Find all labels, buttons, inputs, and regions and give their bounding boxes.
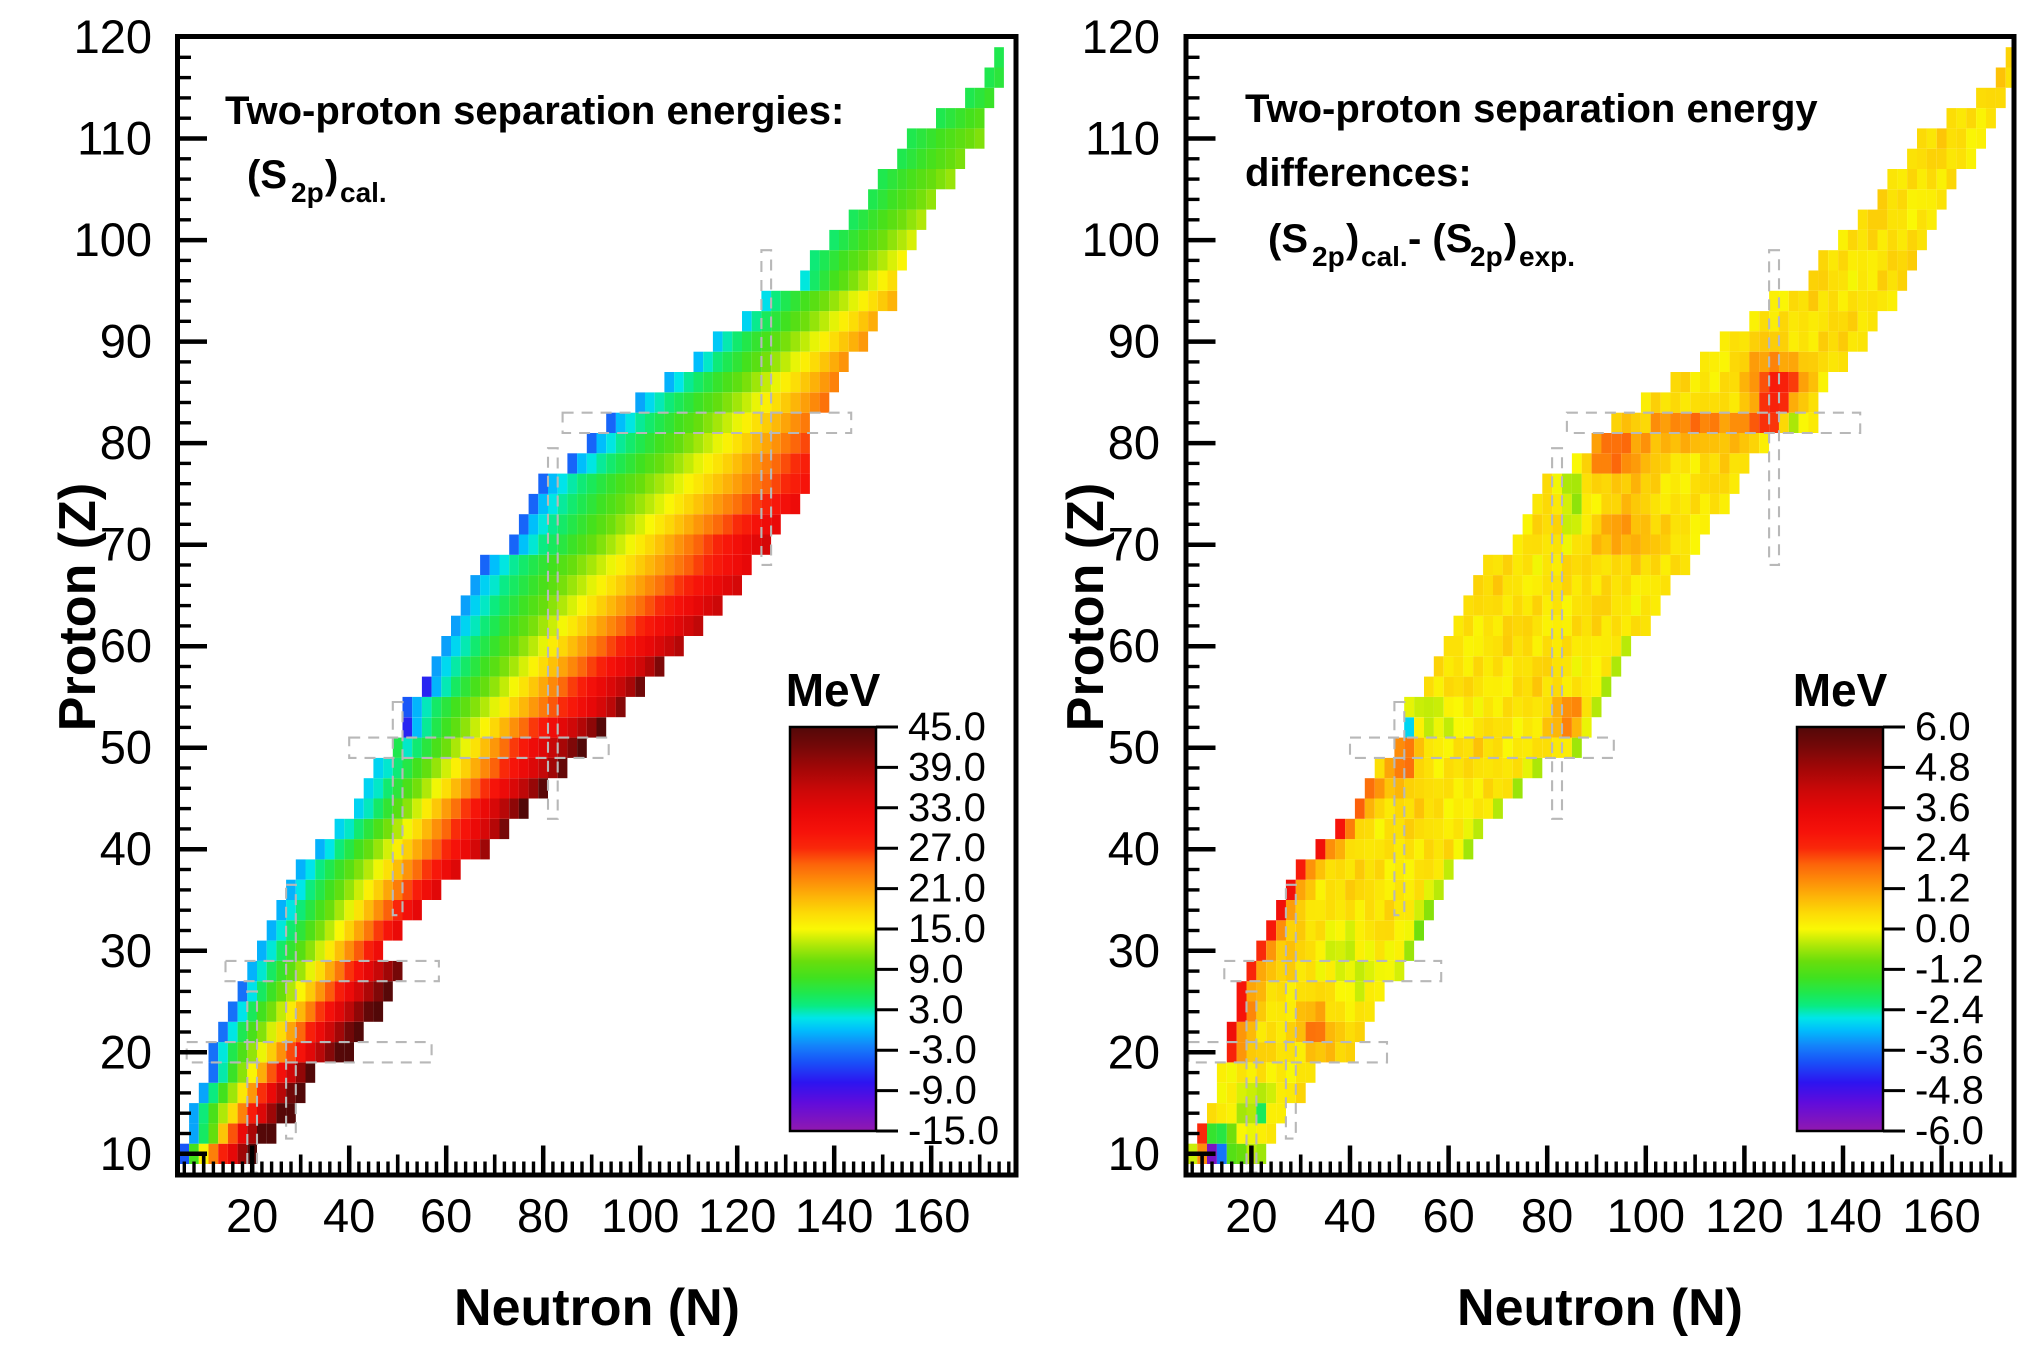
svg-text:100: 100 bbox=[601, 1189, 679, 1242]
svg-text:-2.4: -2.4 bbox=[1915, 988, 1984, 1032]
svg-text:90: 90 bbox=[1108, 315, 1160, 368]
svg-text:differences:: differences: bbox=[1245, 151, 1472, 195]
svg-text:80: 80 bbox=[100, 416, 152, 469]
svg-text:110: 110 bbox=[1085, 112, 1160, 165]
svg-text:140: 140 bbox=[795, 1189, 873, 1242]
svg-text:80: 80 bbox=[1108, 416, 1160, 469]
svg-text:15.0: 15.0 bbox=[908, 907, 986, 951]
svg-text:70: 70 bbox=[1108, 518, 1160, 571]
svg-text:120: 120 bbox=[1705, 1189, 1783, 1242]
svg-text:2p: 2p bbox=[291, 177, 324, 208]
svg-text:-3.0: -3.0 bbox=[908, 1028, 977, 1072]
svg-text:3.0: 3.0 bbox=[908, 988, 964, 1032]
svg-text:60: 60 bbox=[420, 1189, 472, 1242]
svg-text:): ) bbox=[1504, 217, 1517, 261]
svg-text:45.0: 45.0 bbox=[908, 705, 986, 749]
svg-text:cal.: cal. bbox=[340, 177, 387, 208]
svg-text:120: 120 bbox=[698, 1189, 776, 1242]
svg-text:-3.6: -3.6 bbox=[1915, 1028, 1984, 1072]
svg-text:21.0: 21.0 bbox=[908, 867, 986, 911]
svg-text:(S: (S bbox=[1268, 217, 1308, 261]
svg-text:Two-proton separation energy: Two-proton separation energy bbox=[1245, 87, 1818, 131]
svg-text:100: 100 bbox=[1607, 1189, 1685, 1242]
svg-text:2p: 2p bbox=[1312, 241, 1345, 272]
svg-text:60: 60 bbox=[1108, 619, 1160, 672]
svg-text:10: 10 bbox=[100, 1127, 152, 1180]
svg-text:60: 60 bbox=[100, 619, 152, 672]
svg-text:10: 10 bbox=[1108, 1127, 1160, 1180]
svg-text:160: 160 bbox=[1902, 1189, 1980, 1242]
svg-text:Two-proton separation energies: Two-proton separation energies: bbox=[225, 89, 844, 133]
svg-text:20: 20 bbox=[1108, 1025, 1160, 1078]
svg-text:33.0: 33.0 bbox=[908, 786, 986, 830]
svg-text:20: 20 bbox=[100, 1025, 152, 1078]
svg-text:3.6: 3.6 bbox=[1915, 786, 1971, 830]
svg-text:20: 20 bbox=[1225, 1189, 1277, 1242]
svg-text:Proton (Z): Proton (Z) bbox=[49, 483, 107, 731]
svg-text:Neutron (N): Neutron (N) bbox=[454, 1279, 740, 1337]
svg-text:80: 80 bbox=[1521, 1189, 1573, 1242]
svg-text:-9.0: -9.0 bbox=[908, 1069, 977, 1113]
svg-text:30: 30 bbox=[1108, 924, 1160, 977]
svg-text:30: 30 bbox=[100, 924, 152, 977]
svg-text:60: 60 bbox=[1422, 1189, 1474, 1242]
svg-text:-4.8: -4.8 bbox=[1915, 1069, 1984, 1113]
svg-text:50: 50 bbox=[1108, 721, 1160, 774]
svg-text:100: 100 bbox=[74, 213, 152, 266]
svg-text:6.0: 6.0 bbox=[1915, 705, 1971, 749]
svg-text:40: 40 bbox=[100, 822, 152, 875]
svg-text:39.0: 39.0 bbox=[908, 745, 986, 789]
svg-text:70: 70 bbox=[100, 518, 152, 571]
svg-text:MeV: MeV bbox=[786, 664, 881, 716]
svg-text:Neutron (N): Neutron (N) bbox=[1457, 1279, 1743, 1337]
svg-text:40: 40 bbox=[1108, 822, 1160, 875]
svg-text:90: 90 bbox=[100, 315, 152, 368]
svg-text:9.0: 9.0 bbox=[908, 947, 964, 991]
svg-text:cal.: cal. bbox=[1361, 241, 1408, 272]
svg-text:-6.0: -6.0 bbox=[1915, 1109, 1984, 1153]
svg-text:(S: (S bbox=[247, 153, 287, 197]
svg-text:160: 160 bbox=[892, 1189, 970, 1242]
svg-text:1.2: 1.2 bbox=[1915, 867, 1971, 911]
svg-text:100: 100 bbox=[1082, 213, 1160, 266]
svg-text:50: 50 bbox=[100, 721, 152, 774]
svg-text:-1.2: -1.2 bbox=[1915, 947, 1984, 991]
svg-text:2.4: 2.4 bbox=[1915, 826, 1971, 870]
svg-text:20: 20 bbox=[226, 1189, 278, 1242]
svg-text:120: 120 bbox=[1082, 10, 1160, 63]
svg-text:27.0: 27.0 bbox=[908, 826, 986, 870]
svg-text:): ) bbox=[1346, 217, 1359, 261]
svg-text:-15.0: -15.0 bbox=[908, 1109, 999, 1153]
svg-text:4.8: 4.8 bbox=[1915, 745, 1971, 789]
svg-text:exp.: exp. bbox=[1519, 241, 1575, 272]
svg-text:0.0: 0.0 bbox=[1915, 907, 1971, 951]
svg-text:): ) bbox=[325, 153, 338, 197]
svg-text:140: 140 bbox=[1804, 1189, 1882, 1242]
svg-text:40: 40 bbox=[323, 1189, 375, 1242]
svg-text:2p: 2p bbox=[1470, 241, 1503, 272]
svg-text:Proton (Z): Proton (Z) bbox=[1057, 483, 1115, 731]
svg-text:120: 120 bbox=[74, 10, 152, 63]
svg-text:110: 110 bbox=[77, 112, 152, 165]
svg-text:MeV: MeV bbox=[1793, 664, 1888, 716]
svg-text:- (S: - (S bbox=[1408, 217, 1472, 261]
svg-text:80: 80 bbox=[517, 1189, 569, 1242]
svg-text:40: 40 bbox=[1324, 1189, 1376, 1242]
